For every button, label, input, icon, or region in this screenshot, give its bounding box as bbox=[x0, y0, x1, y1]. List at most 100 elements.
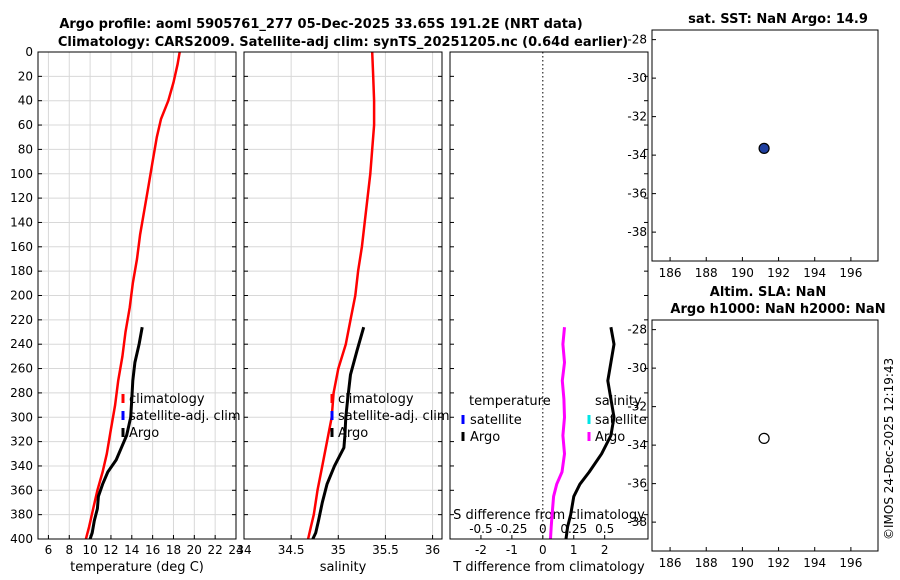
map_sst-x-tick-label: 190 bbox=[731, 266, 754, 280]
temperature-x-tick-label: 10 bbox=[82, 543, 97, 557]
map_sst-x-tick-label: 192 bbox=[767, 266, 790, 280]
map_sst-y-tick-label: -38 bbox=[627, 225, 647, 239]
map_sla-profile-location-marker bbox=[758, 432, 770, 444]
depth-tick-label: 180 bbox=[10, 264, 33, 278]
salinity-x-tick-label: 34.5 bbox=[278, 543, 305, 557]
temperature-axes-frame bbox=[37, 51, 237, 540]
map_sla-x-tick-label: 186 bbox=[659, 556, 682, 570]
temperature-x-tick-label: 24 bbox=[228, 543, 243, 557]
map_sla-y-tick-label: -32 bbox=[627, 400, 647, 414]
temperature-legend-label: Argo bbox=[129, 426, 159, 441]
depth-tick-label: 300 bbox=[10, 410, 33, 424]
sst-map-panel: sat. SST: NaN Argo: 14.9 -28 -30 -32 -34 -36… bbox=[627, 12, 879, 280]
map_sst-profile-location-marker bbox=[758, 142, 770, 154]
temperature-x-tick-label: 22 bbox=[208, 543, 223, 557]
difference-series-s-argo bbox=[549, 327, 566, 540]
temperature-legend-label: satellite-adj. clim bbox=[129, 409, 241, 424]
map_sla-y-tick-label: -30 bbox=[627, 361, 647, 375]
salinity-series-climatology bbox=[306, 51, 376, 540]
salinity-axes-frame bbox=[243, 51, 443, 540]
sst-map-title: sat. SST: NaN Argo: 14.9 bbox=[688, 12, 868, 27]
difference-x-tick-label: 0 bbox=[539, 543, 547, 557]
salinity-x-tick-label: 35 bbox=[331, 543, 346, 557]
temperature-x-tick-label: 8 bbox=[65, 543, 73, 557]
map_sst-y-tick-label: -36 bbox=[627, 187, 647, 201]
depth-tick-label: 100 bbox=[10, 167, 33, 181]
depth-tick-label: 20 bbox=[18, 69, 33, 83]
s-difference-tick-label: -0.25 bbox=[496, 522, 527, 536]
map_sla-x-tick-label: 192 bbox=[767, 556, 790, 570]
salinity-x-tick-label: 34 bbox=[236, 543, 251, 557]
depth-tick-label: 260 bbox=[10, 362, 33, 376]
temperature-legend-title: temperature bbox=[469, 394, 551, 409]
map_sla-y-tick-label: -36 bbox=[627, 477, 647, 491]
salinity-legend-title: salinity bbox=[595, 394, 642, 409]
temperature-series-climatology bbox=[84, 51, 181, 540]
sla-map-title-line1: Altim. SLA: NaN bbox=[710, 285, 826, 300]
difference-x-tick-label: -1 bbox=[506, 543, 518, 557]
map_sla-y-tick-label: -38 bbox=[627, 515, 647, 529]
salinity-legend-label: satellite-adj. clim bbox=[338, 409, 450, 424]
map_sla-axes-frame bbox=[651, 319, 879, 552]
depth-tick-label: 360 bbox=[10, 483, 33, 497]
temperature-x-tick-label: 6 bbox=[45, 543, 53, 557]
copyright-timestamp: ©IMOS 24-Dec-2025 12:19:43 bbox=[882, 358, 896, 540]
temperature-legend-label: Argo bbox=[470, 430, 500, 445]
depth-tick-label: 280 bbox=[10, 386, 33, 400]
figure-title-line1: Argo profile: aoml 5905761_277 05-Dec-20… bbox=[59, 17, 582, 32]
temperature-legend-label: climatology bbox=[129, 392, 205, 407]
salinity-legend-label: Argo bbox=[595, 430, 625, 445]
temperature-x-axis-label: temperature (deg C) bbox=[70, 560, 204, 575]
temperature-series-argo bbox=[88, 326, 144, 540]
temperature-panel: 0 20 40 60 80 100 120 140 160 180 200 220 240 260 280 3… bbox=[10, 45, 244, 575]
sla-map-title-line2: Argo h1000: NaN h2000: NaN bbox=[670, 302, 885, 317]
depth-tick-label: 380 bbox=[10, 508, 33, 522]
salinity-legend-label: satellite bbox=[595, 413, 647, 428]
salinity-x-tick-label: 36 bbox=[425, 543, 440, 557]
s-difference-tick-label: 0 bbox=[539, 522, 547, 536]
difference-series-t-argo bbox=[564, 326, 616, 540]
temperature-x-tick-label: 20 bbox=[187, 543, 202, 557]
depth-tick-label: 40 bbox=[18, 94, 33, 108]
map_sla-x-tick-label: 196 bbox=[839, 556, 862, 570]
temperature-x-tick-label: 16 bbox=[145, 543, 160, 557]
map_sla-x-tick-label: 188 bbox=[695, 556, 718, 570]
salinity-panel: 34 34.5 35 35.5 36 salinity climatology satelli… bbox=[236, 51, 450, 575]
salinity-x-tick-label: 35.5 bbox=[372, 543, 399, 557]
map_sst-x-tick-label: 188 bbox=[695, 266, 718, 280]
s-difference-tick-label: 0.25 bbox=[560, 522, 587, 536]
temperature-x-tick-label: 14 bbox=[124, 543, 139, 557]
salinity-series-argo bbox=[311, 326, 366, 540]
temperature-x-tick-label: 12 bbox=[103, 543, 118, 557]
salinity-legend-label: climatology bbox=[338, 392, 414, 407]
map_sla-y-tick-label: -28 bbox=[627, 323, 647, 337]
temperature-legend-label: satellite bbox=[470, 413, 522, 428]
depth-tick-label: 60 bbox=[18, 118, 33, 132]
depth-tick-label: 340 bbox=[10, 459, 33, 473]
difference-axes-frame bbox=[449, 51, 649, 540]
depth-tick-label: 320 bbox=[10, 435, 33, 449]
depth-tick-label: 140 bbox=[10, 215, 33, 229]
s-difference-tick-label: -0.5 bbox=[469, 522, 492, 536]
map_sst-axes-frame bbox=[651, 29, 879, 262]
salinity-legend-label: Argo bbox=[338, 426, 368, 441]
map_sst-x-tick-label: 194 bbox=[803, 266, 826, 280]
map_sla-x-tick-label: 190 bbox=[731, 556, 754, 570]
map_sla-y-tick-label: -34 bbox=[627, 438, 647, 452]
depth-tick-label: 400 bbox=[10, 532, 33, 546]
map_sst-y-tick-label: -34 bbox=[627, 148, 647, 162]
map_sst-x-tick-label: 186 bbox=[659, 266, 682, 280]
depth-tick-label: 200 bbox=[10, 289, 33, 303]
depth-tick-label: 160 bbox=[10, 240, 33, 254]
difference-x-tick-label: 2 bbox=[601, 543, 609, 557]
map_sst-y-tick-label: -28 bbox=[627, 33, 647, 47]
difference-panel: -2 -0.5 -1 -0.25 0 0 1 0.25 2 0.5S difference fro… bbox=[449, 51, 649, 575]
difference-x-tick-label: -2 bbox=[475, 543, 487, 557]
temperature-x-tick-label: 18 bbox=[166, 543, 181, 557]
figure-title-line2: Climatology: CARS2009. Satellite-adj cli… bbox=[58, 35, 628, 50]
s-difference-tick-label: 0.5 bbox=[595, 522, 614, 536]
depth-tick-label: 240 bbox=[10, 337, 33, 351]
map_sst-y-tick-label: -30 bbox=[627, 71, 647, 85]
sla-map-panel: Altim. SLA: NaN Argo h1000: NaN h2000: N… bbox=[627, 285, 885, 570]
